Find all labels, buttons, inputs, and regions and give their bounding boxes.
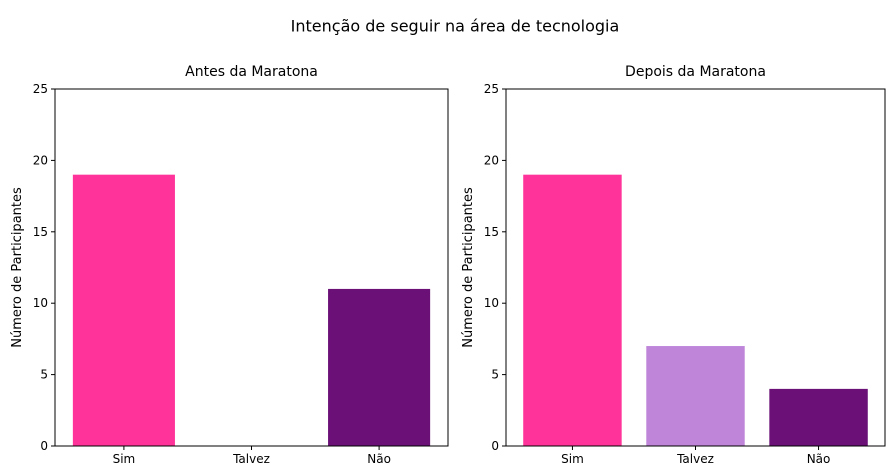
y-tick-label: 5 [491,368,499,382]
y-tick-label: 10 [484,296,499,310]
x-tick-label: Não [807,452,831,466]
axes-title: Antes da Maratona [185,64,318,80]
x-tick-label: Sim [561,452,584,466]
bar [328,288,431,446]
bar [72,174,175,446]
y-tick-label: 20 [33,153,48,167]
figure-title: Intenção de seguir na área de tecnologia [291,17,620,36]
y-tick-label: 0 [491,439,499,453]
bar [646,346,745,446]
bar [523,174,622,446]
y-tick-label: 15 [33,225,48,239]
y-tick-label: 20 [484,153,499,167]
axes-frame [54,88,449,447]
x-tick-label: Não [367,452,391,466]
y-axis-label: Número de Participantes [10,187,25,348]
y-tick-label: 15 [484,225,499,239]
bar [769,388,868,446]
y-tick-label: 5 [40,368,48,382]
y-tick-label: 25 [484,82,499,96]
y-tick-label: 10 [33,296,48,310]
x-tick-label: Sim [113,452,136,466]
y-tick-label: 25 [33,82,48,96]
x-tick-label: Talvez [232,452,270,466]
x-tick-label: Talvez [676,452,714,466]
y-tick-label: 0 [40,439,48,453]
axes-title: Depois da Maratona [625,64,766,80]
y-axis-label: Número de Participantes [461,187,476,348]
axes-frame [505,88,886,447]
